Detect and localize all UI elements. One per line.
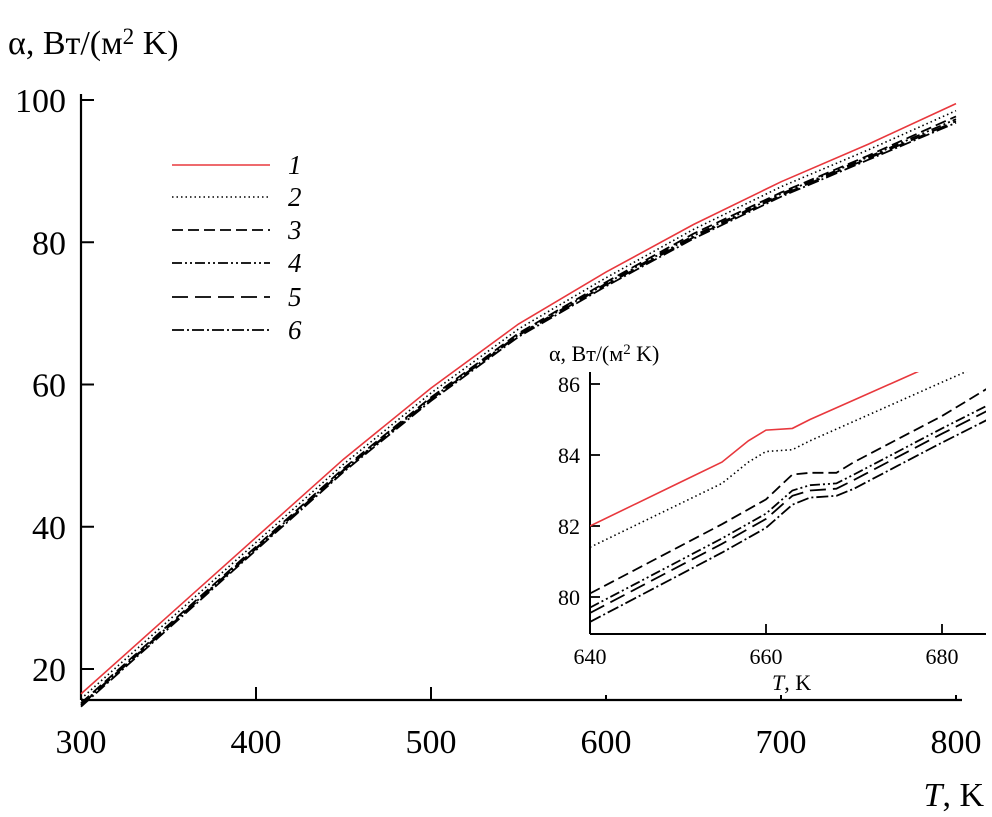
- main-x-axis-label: T, K: [924, 777, 985, 814]
- inset-y-axis-label-prefix: α, Вт/(м: [549, 341, 623, 366]
- legend-label-4: 4: [288, 248, 302, 278]
- inset-y-axis-label: α, Вт/(м2 K): [549, 341, 659, 366]
- inset-y-tick-label: 86: [558, 372, 580, 397]
- inset-x-axis-label-suffix: , K: [784, 670, 811, 695]
- main-x-tick-label: 600: [581, 724, 632, 761]
- main-y-tick-label: 80: [32, 225, 66, 262]
- main-y-axis-label-suffix: K): [134, 25, 178, 62]
- inset-y-axis-label-sup: 2: [623, 342, 630, 358]
- main-x-axis-label-var: T: [924, 777, 945, 814]
- main-y-tick-label: 40: [32, 510, 66, 547]
- inset-chart: 640 660 680 80 82 84 86 α, Вт/(м2 K) T, K: [548, 335, 986, 695]
- main-x-tick-label: 700: [756, 724, 807, 761]
- legend-label-2: 2: [288, 182, 302, 212]
- inset-y-tick-label: 82: [558, 514, 580, 539]
- main-series-3-line: [80, 115, 957, 704]
- main-series-4-line: [80, 118, 957, 706]
- legend-label-5: 5: [288, 282, 302, 312]
- main-series-6-line: [80, 121, 957, 708]
- inset-y-axis-label-suffix: K): [631, 341, 660, 366]
- inset-series-1-line: [590, 372, 920, 527]
- inset-series-2-line: [590, 372, 968, 549]
- legend-label-1: 1: [288, 150, 302, 180]
- inset-x-tick-label: 680: [926, 644, 959, 669]
- main-y-axis-label: α, Вт/(м2 K): [8, 24, 179, 62]
- main-y-tick-label: 60: [32, 368, 66, 405]
- inset-x-tick-label: 640: [574, 644, 607, 669]
- legend-label-6: 6: [288, 315, 302, 345]
- inset-series-5-line: [590, 410, 986, 614]
- main-series-1-line: [80, 102, 957, 695]
- main-x-tick-label: 800: [931, 724, 982, 761]
- main-x-tick-label: 300: [56, 724, 107, 761]
- main-series-5-line: [80, 120, 957, 706]
- inset-series-6-line: [590, 419, 986, 623]
- main-y-tick-label: 100: [15, 83, 66, 120]
- main-x-axis-label-suffix: , K: [942, 777, 984, 814]
- legend-label-3: 3: [287, 215, 302, 245]
- inset-x-axis-label-var: T: [772, 670, 786, 695]
- inset-series-4-line: [590, 405, 986, 609]
- main-x-tick-label: 500: [406, 724, 457, 761]
- main-y-axis-label-sup: 2: [123, 24, 135, 50]
- inset-y-tick-label: 80: [558, 585, 580, 610]
- main-y-tick-label: 20: [32, 652, 66, 689]
- main-x-tick-label: 400: [231, 724, 282, 761]
- inset-y-tick-label: 84: [558, 443, 580, 468]
- inset-x-tick-label: 660: [750, 644, 783, 669]
- inset-series-group: [590, 372, 986, 623]
- inset-x-axis-label: T, K: [772, 670, 811, 695]
- inset-series-3-line: [590, 388, 986, 595]
- main-y-axis-label-prefix: α, Вт/(м: [8, 25, 123, 62]
